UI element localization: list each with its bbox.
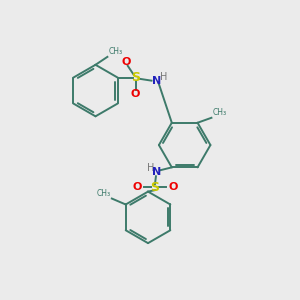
Text: O: O xyxy=(168,182,178,192)
Text: S: S xyxy=(151,181,160,194)
Text: CH₃: CH₃ xyxy=(97,189,111,198)
Text: N: N xyxy=(152,167,162,177)
Text: H: H xyxy=(147,163,155,173)
Text: N: N xyxy=(152,76,161,85)
Text: O: O xyxy=(121,57,130,67)
Text: S: S xyxy=(131,71,140,84)
Text: CH₃: CH₃ xyxy=(212,108,226,117)
Text: O: O xyxy=(131,88,140,98)
Text: H: H xyxy=(160,72,167,82)
Text: CH₃: CH₃ xyxy=(108,47,122,56)
Text: O: O xyxy=(132,182,142,192)
